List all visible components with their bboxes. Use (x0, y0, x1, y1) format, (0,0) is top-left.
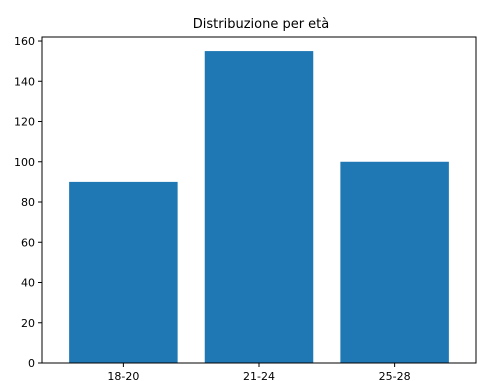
plot-frame (41, 36, 477, 364)
y-tick-label-0: 0 (28, 357, 35, 370)
x-tick-label-21-24: 21-24 (243, 370, 275, 381)
y-tick-label-120: 120 (14, 116, 35, 129)
x-tick-label-25-28: 25-28 (379, 370, 411, 381)
y-tick-label-20: 20 (21, 317, 35, 330)
y-tick-label-40: 40 (21, 277, 35, 290)
y-axis: 0 20 40 60 80 100 120 140 160 (14, 35, 42, 370)
bar-21-24 (204, 51, 314, 363)
y-tick-label-140: 140 (14, 75, 35, 88)
bar-25-28 (340, 161, 449, 363)
y-tick-label-160: 160 (14, 35, 35, 48)
x-tick-label-18-20: 18-20 (107, 370, 139, 381)
x-axis: 18-20 21-24 25-28 (107, 363, 411, 381)
y-tick-label-80: 80 (21, 196, 35, 209)
y-tick-label-100: 100 (14, 156, 35, 169)
y-tick-label-60: 60 (21, 236, 35, 249)
bars-group (69, 51, 449, 363)
chart-title: Distribuzione per età (193, 17, 330, 32)
bar-18-20 (69, 181, 178, 363)
